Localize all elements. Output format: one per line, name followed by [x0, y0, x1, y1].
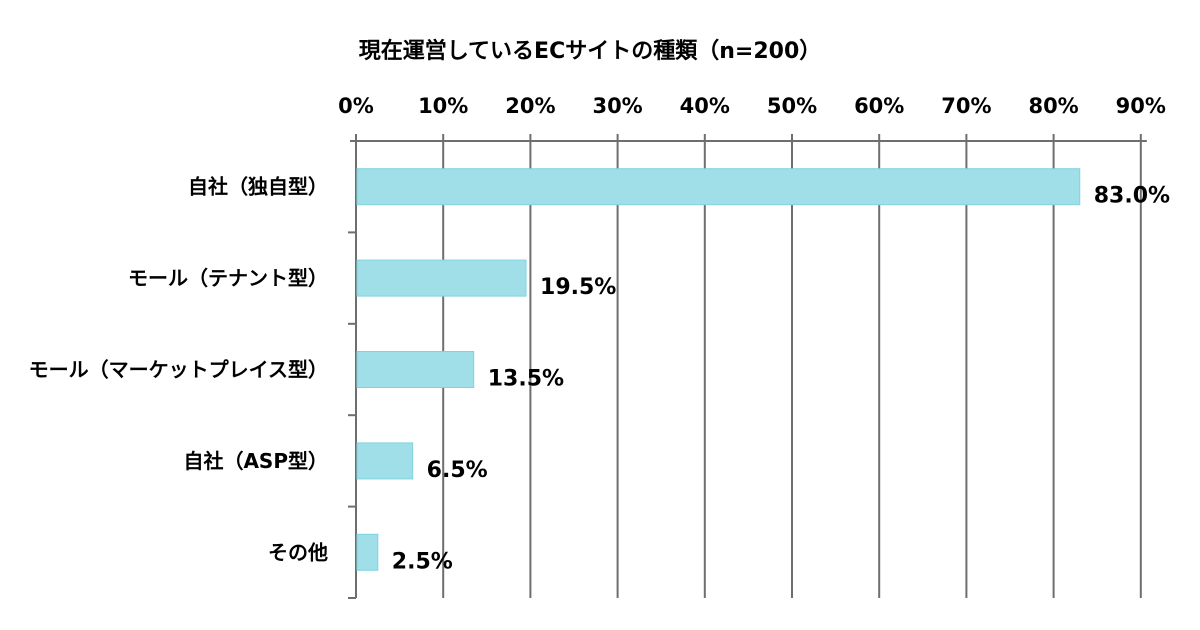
data-label: 83.0% — [1094, 184, 1170, 209]
bar — [356, 259, 527, 297]
category-label: モール（マーケットプレイス型） — [29, 358, 328, 382]
data-label: 19.5% — [540, 275, 616, 300]
x-tick-label: 80% — [1028, 94, 1078, 118]
x-tick-label: 0% — [338, 94, 374, 118]
x-tick-label: 60% — [854, 94, 904, 118]
x-tick-labels: 0% 10% 20% 30% 40% 50% 60% 70% 80% 90% — [338, 94, 1166, 118]
data-labels: 83.0% 19.5% 13.5% 6.5% 2.5% — [392, 184, 1170, 575]
x-tick-label: 20% — [505, 94, 555, 118]
chart-title: 現在運営しているECサイトの種類（n=200） — [359, 38, 822, 64]
x-tick-label: 30% — [592, 94, 642, 118]
x-tick-label: 90% — [1116, 94, 1166, 118]
category-labels: 自社（独自型） モール（テナント型） モール（マーケットプレイス型） 自社（ASP型）… — [29, 175, 328, 565]
bar — [356, 533, 379, 571]
bar — [356, 351, 475, 388]
data-label: 2.5% — [392, 549, 453, 574]
x-tick-label: 70% — [941, 94, 991, 118]
category-label: モール（テナント型） — [128, 266, 328, 290]
x-tick-label: 50% — [767, 94, 817, 118]
bars — [356, 168, 1081, 571]
x-tick-label: 10% — [418, 94, 468, 118]
category-label: その他 — [268, 540, 328, 564]
category-label: 自社（ASP型） — [183, 449, 328, 473]
x-tick-label: 40% — [680, 94, 730, 118]
data-label: 13.5% — [488, 367, 564, 392]
data-label: 6.5% — [427, 458, 488, 483]
bar — [356, 442, 414, 480]
bar — [356, 168, 1081, 206]
category-label: 自社（独自型） — [188, 175, 328, 199]
gridlines — [348, 134, 1147, 599]
